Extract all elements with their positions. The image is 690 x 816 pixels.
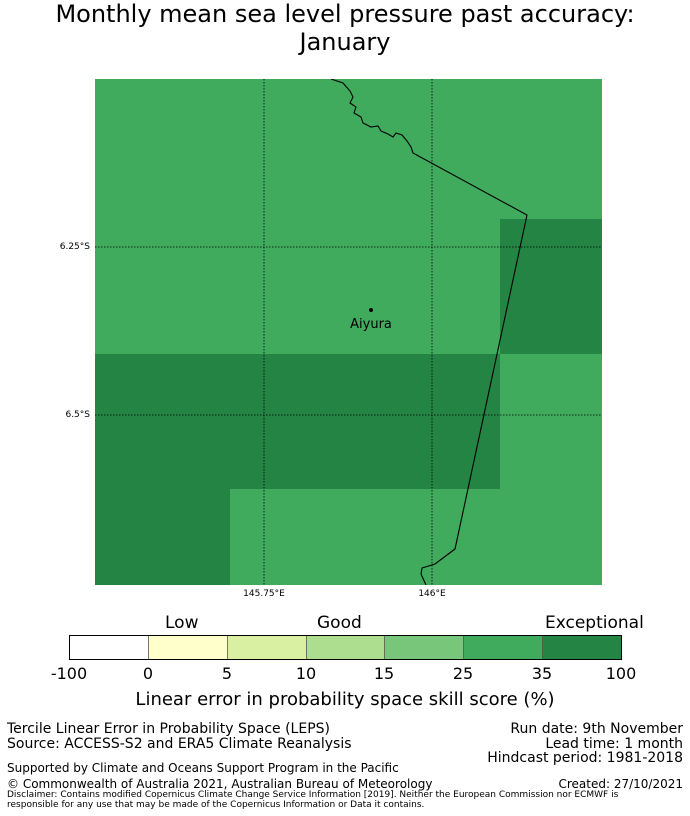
- footer-disclaimer: Disclaimer: Contains modified Copernicus…: [7, 790, 619, 810]
- footer-lead-time: Lead time: 1 month: [545, 736, 683, 752]
- lat-label-6-25: 6.25°S: [59, 242, 90, 252]
- skill-map: Aiyura: [95, 79, 602, 585]
- colorbar-tick-3: 5: [221, 664, 233, 683]
- colorbar-segment-3: [227, 635, 307, 660]
- footer-hindcast: Hindcast period: 1981-2018: [487, 750, 683, 766]
- colorbar-segment-2: [148, 635, 228, 660]
- border-line: [330, 79, 528, 585]
- colorbar-tick-1: -100: [50, 664, 88, 683]
- lon-label-146: 146°E: [418, 589, 446, 599]
- footer-created: Created: 27/10/2021: [558, 777, 683, 791]
- aiyura-label: Aiyura: [350, 317, 392, 332]
- colorbar-segment-7: [542, 635, 622, 660]
- colorbar-segment-4: [306, 635, 385, 660]
- title-line-2: January: [299, 28, 391, 56]
- title-line-1: Monthly mean sea level pressure past acc…: [55, 0, 635, 28]
- map-cell-east-band: [500, 219, 602, 354]
- footer-support: Supported by Climate and Oceans Support …: [7, 761, 399, 775]
- colorbar-title: Linear error in probability space skill …: [135, 689, 555, 710]
- colorbar-segment-6: [463, 635, 543, 660]
- colorbar-label-exceptional: Exceptional: [545, 613, 644, 633]
- colorbar-tick-8: 100: [605, 664, 637, 683]
- map-title: Monthly mean sea level pressure past acc…: [0, 0, 690, 56]
- colorbar-tick-5: 15: [373, 664, 395, 683]
- map-cell-southwest: [95, 489, 230, 585]
- footer-copyright: © Commonwealth of Australia 2021, Austra…: [7, 777, 433, 791]
- aiyura-marker: [369, 308, 373, 312]
- colorbar-tick-7: 35: [531, 664, 553, 683]
- colorbar: [69, 635, 622, 660]
- colorbar-label-low: Low: [165, 613, 199, 633]
- map-cell-south-band: [95, 354, 500, 489]
- colorbar-tick-4: 10: [295, 664, 317, 683]
- lon-label-145-75: 145.75°E: [243, 589, 285, 599]
- colorbar-tick-6: 25: [452, 664, 474, 683]
- colorbar-segment-5: [384, 635, 464, 660]
- lat-label-6-5: 6.5°S: [65, 410, 90, 420]
- colorbar-label-good: Good: [317, 613, 362, 633]
- colorbar-tick-2: 0: [142, 664, 154, 683]
- footer-leps: Tercile Linear Error in Probability Spac…: [7, 721, 330, 737]
- footer-run-date: Run date: 9th November: [510, 721, 683, 737]
- colorbar-segment-1: [69, 635, 149, 660]
- footer-source: Source: ACCESS-S2 and ERA5 Climate Reana…: [7, 736, 352, 752]
